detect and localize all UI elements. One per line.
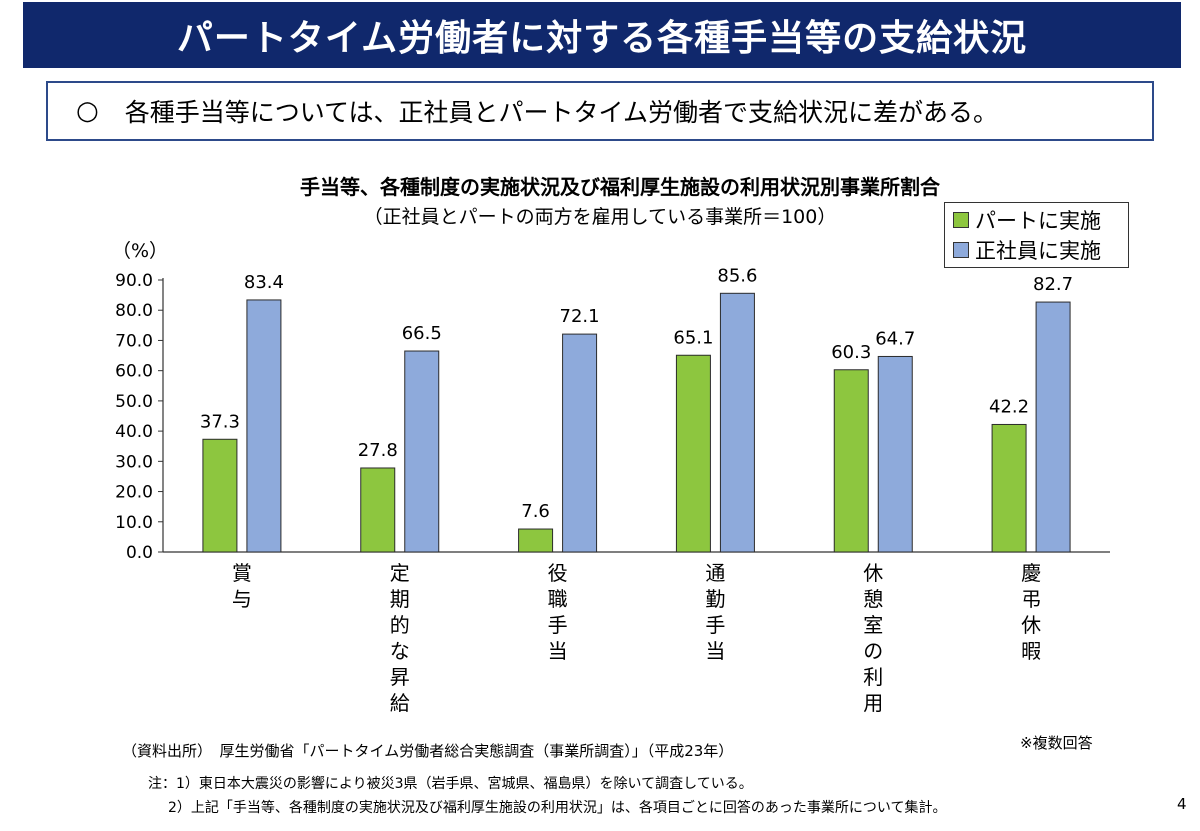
data-label-regular: 83.4: [244, 272, 284, 293]
y-tick-label: 20.0: [115, 483, 153, 503]
bar-part: [675, 354, 711, 553]
y-tick-label: 80.0: [115, 301, 153, 321]
data-label-part: 7.6: [521, 501, 550, 522]
data-label-part: 42.2: [989, 396, 1029, 417]
category-label: 定期的な昇給: [390, 561, 410, 715]
y-tick-label: 0.0: [126, 543, 153, 563]
bar-part: [202, 438, 238, 553]
y-tick-label: 40.0: [115, 422, 153, 442]
data-source: （資料出所） 厚生労働省「パートタイム労働者総合実態調査（事業所調査）」（平成2…: [122, 742, 734, 760]
summary-bullet-icon: ○: [76, 96, 99, 126]
bar-regular: [877, 355, 913, 553]
bar-part: [518, 528, 554, 553]
data-label-part: 37.3: [200, 411, 240, 432]
data-label-part: 60.3: [831, 342, 871, 363]
data-label-regular: 82.7: [1033, 274, 1073, 295]
category-label: 慶弔休暇: [1021, 561, 1041, 663]
y-tick-label: 60.0: [115, 362, 153, 382]
legend-item-regular: 正社員に実施: [945, 235, 1128, 265]
bar-regular: [719, 292, 755, 553]
legend-label-regular: 正社員に実施: [975, 239, 1101, 263]
y-tick-label: 10.0: [115, 513, 153, 533]
chart-subtitle: （正社員とパートの両方を雇用している事業所＝100）: [363, 206, 837, 228]
y-tick-label: 30.0: [115, 452, 153, 472]
data-label-regular: 64.7: [875, 328, 915, 349]
chart-legend: パートに実施 正社員に実施: [944, 202, 1129, 268]
bar-regular: [246, 299, 282, 553]
data-label-part: 65.1: [673, 327, 713, 348]
category-label: 賞与: [232, 561, 252, 611]
y-tick-label: 90.0: [115, 271, 153, 291]
legend-item-part: パートに実施: [945, 205, 1128, 235]
summary-text: 各種手当等については、正社員とパートタイム労働者で支給状況に差がある。: [124, 98, 998, 127]
category-label: 役職手当: [548, 561, 568, 663]
y-tick-label: 70.0: [115, 331, 153, 351]
y-axis-unit-label: （%）: [112, 240, 169, 262]
footnote-1: 注：1）東日本大震災の影響により被災3県（岩手県、宮城県、福島県）を除いて調査し…: [148, 776, 753, 792]
page-number: 4: [1177, 795, 1187, 813]
bar-regular: [562, 333, 598, 553]
footnote-2: 2）上記「手当等、各種制度の実施状況及び福利厚生施設の利用状況」は、各項目ごとに…: [168, 800, 947, 816]
legend-swatch-regular: [953, 242, 969, 258]
data-label-regular: 85.6: [717, 265, 757, 286]
page-header: パートタイム労働者に対する各種手当等の支給状況: [23, 2, 1181, 68]
bar-part: [991, 423, 1027, 553]
chart-title: 手当等、各種制度の実施状況及び福利厚生施設の利用状況別事業所割合: [300, 175, 940, 199]
bar-regular: [404, 350, 440, 553]
multiple-answer-note: ※複数回答: [1020, 734, 1093, 752]
data-label-regular: 66.5: [402, 323, 442, 344]
category-label: 通勤手当: [705, 561, 725, 663]
bar-part: [360, 467, 396, 553]
page-title: パートタイム労働者に対する各種手当等の支給状況: [176, 18, 1028, 59]
data-label-regular: 72.1: [560, 306, 600, 327]
data-label-part: 27.8: [358, 440, 398, 461]
category-label: 休憩室の利用: [863, 561, 883, 715]
bar-part: [833, 369, 869, 553]
bar-regular: [1035, 301, 1071, 553]
summary-box: ○ 各種手当等については、正社員とパートタイム労働者で支給状況に差がある。: [46, 81, 1154, 141]
y-tick-label: 50.0: [115, 392, 153, 412]
legend-swatch-part: [953, 212, 969, 228]
legend-label-part: パートに実施: [975, 209, 1101, 233]
